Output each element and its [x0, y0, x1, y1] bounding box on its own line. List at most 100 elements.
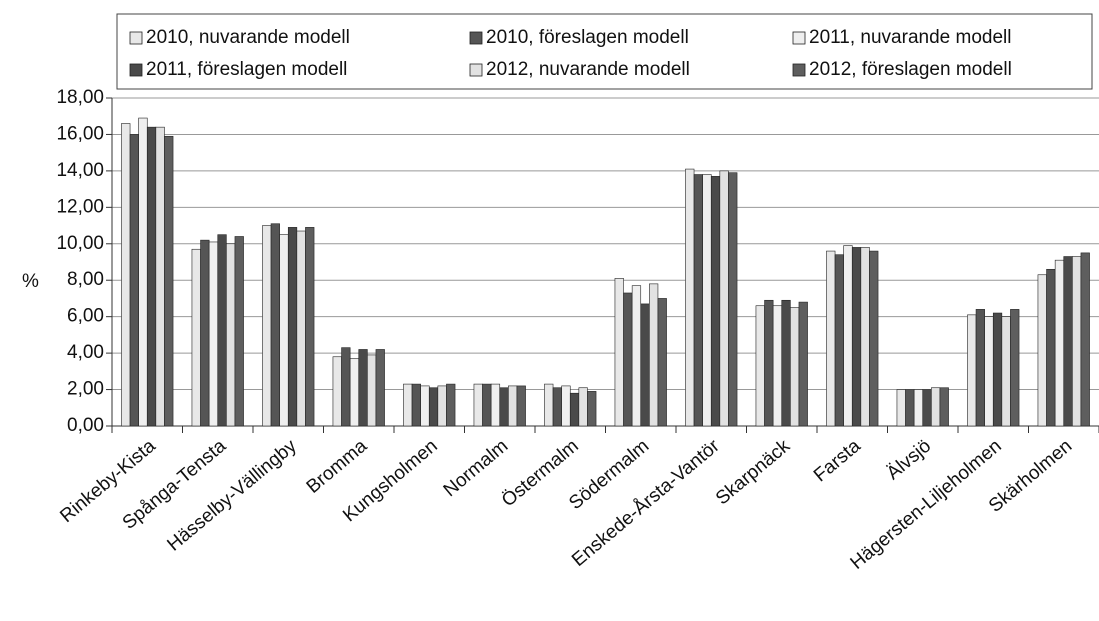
y-tick-label: 18,00	[56, 87, 104, 108]
bar	[367, 354, 377, 427]
y-tick-label: 8,00	[67, 269, 104, 290]
bar	[685, 168, 695, 427]
legend-label: 2010, nuvarande modell	[146, 27, 350, 48]
y-tick-label: 4,00	[67, 342, 104, 363]
bar	[1063, 256, 1073, 427]
legend-label: 2010, föreslagen modell	[486, 27, 689, 48]
bar	[411, 383, 421, 427]
bar	[587, 391, 597, 427]
bar	[843, 245, 853, 427]
legend-swatch	[129, 63, 143, 77]
bar	[234, 236, 244, 427]
legend-label: 2012, föreslagen modell	[809, 59, 1012, 80]
bar	[649, 283, 659, 427]
x-tick-label: Farsta	[810, 435, 865, 486]
bar	[129, 134, 139, 427]
bar	[631, 285, 642, 427]
bar	[1080, 252, 1090, 427]
legend-swatch	[129, 31, 143, 45]
y-tick-label: 16,00	[56, 123, 104, 144]
bar	[428, 387, 439, 427]
bar	[208, 241, 219, 427]
bar	[826, 250, 836, 427]
bar	[121, 123, 131, 427]
bar	[279, 234, 289, 427]
x-tick-label: Älvsjö	[883, 436, 935, 485]
bar	[437, 385, 447, 427]
bar	[614, 278, 624, 427]
bar	[931, 387, 941, 427]
bar	[552, 387, 562, 427]
bar	[296, 230, 306, 427]
bar	[834, 254, 844, 427]
y-tick-label: 2,00	[67, 379, 104, 400]
legend-swatch	[469, 63, 483, 77]
bar	[702, 174, 712, 427]
bar	[569, 392, 580, 427]
bar	[217, 234, 227, 427]
bar	[772, 305, 783, 427]
bar	[975, 309, 985, 427]
y-axis-label: %	[22, 271, 39, 292]
bar	[508, 385, 518, 427]
bar	[1054, 259, 1065, 427]
bar	[1010, 309, 1020, 427]
y-tick-label: 6,00	[67, 306, 104, 327]
y-tick-label: 12,00	[56, 196, 104, 217]
bar	[1072, 256, 1082, 427]
bar	[764, 299, 774, 427]
bar	[473, 383, 483, 427]
bar	[499, 387, 509, 427]
bar	[482, 383, 492, 427]
bar	[578, 387, 588, 427]
bar	[349, 358, 360, 427]
bar	[939, 387, 949, 427]
bar	[490, 383, 501, 427]
bar	[798, 301, 808, 427]
bar	[640, 303, 650, 427]
bar	[984, 316, 994, 427]
legend-box	[116, 13, 1093, 90]
bar	[728, 172, 738, 427]
bar	[755, 305, 765, 427]
bar	[516, 385, 526, 427]
bar	[226, 243, 236, 427]
bar	[146, 126, 157, 427]
bar	[262, 225, 272, 427]
bar	[922, 389, 932, 427]
bar	[270, 223, 280, 427]
x-tick-label: Hässelby-Vällingby	[163, 435, 301, 555]
y-tick-label: 0,00	[67, 415, 104, 436]
legend-swatch	[792, 63, 806, 77]
bar	[693, 174, 703, 427]
bar	[781, 299, 791, 427]
y-tick-label: 14,00	[56, 160, 104, 181]
bar	[992, 312, 1003, 427]
bar	[287, 227, 298, 427]
bar	[446, 383, 456, 427]
bar	[1037, 274, 1047, 427]
bar	[332, 356, 342, 427]
legend-label: 2012, nuvarande modell	[486, 59, 690, 80]
bar	[420, 385, 430, 427]
bar	[138, 117, 148, 427]
bar	[191, 248, 201, 427]
bar	[869, 250, 879, 427]
bar	[200, 239, 210, 427]
bar	[860, 247, 870, 427]
bar	[896, 389, 906, 427]
bar	[710, 176, 721, 427]
bar	[164, 135, 174, 427]
bar	[905, 389, 915, 427]
bar	[967, 314, 977, 427]
x-tick-label: Skarpnäck	[712, 435, 795, 509]
bar	[790, 307, 800, 427]
bar	[403, 383, 413, 427]
bar	[375, 349, 385, 427]
bar	[1001, 316, 1011, 427]
bar	[1046, 268, 1056, 427]
bar	[305, 227, 315, 427]
bar	[561, 385, 571, 427]
bar	[358, 349, 368, 427]
